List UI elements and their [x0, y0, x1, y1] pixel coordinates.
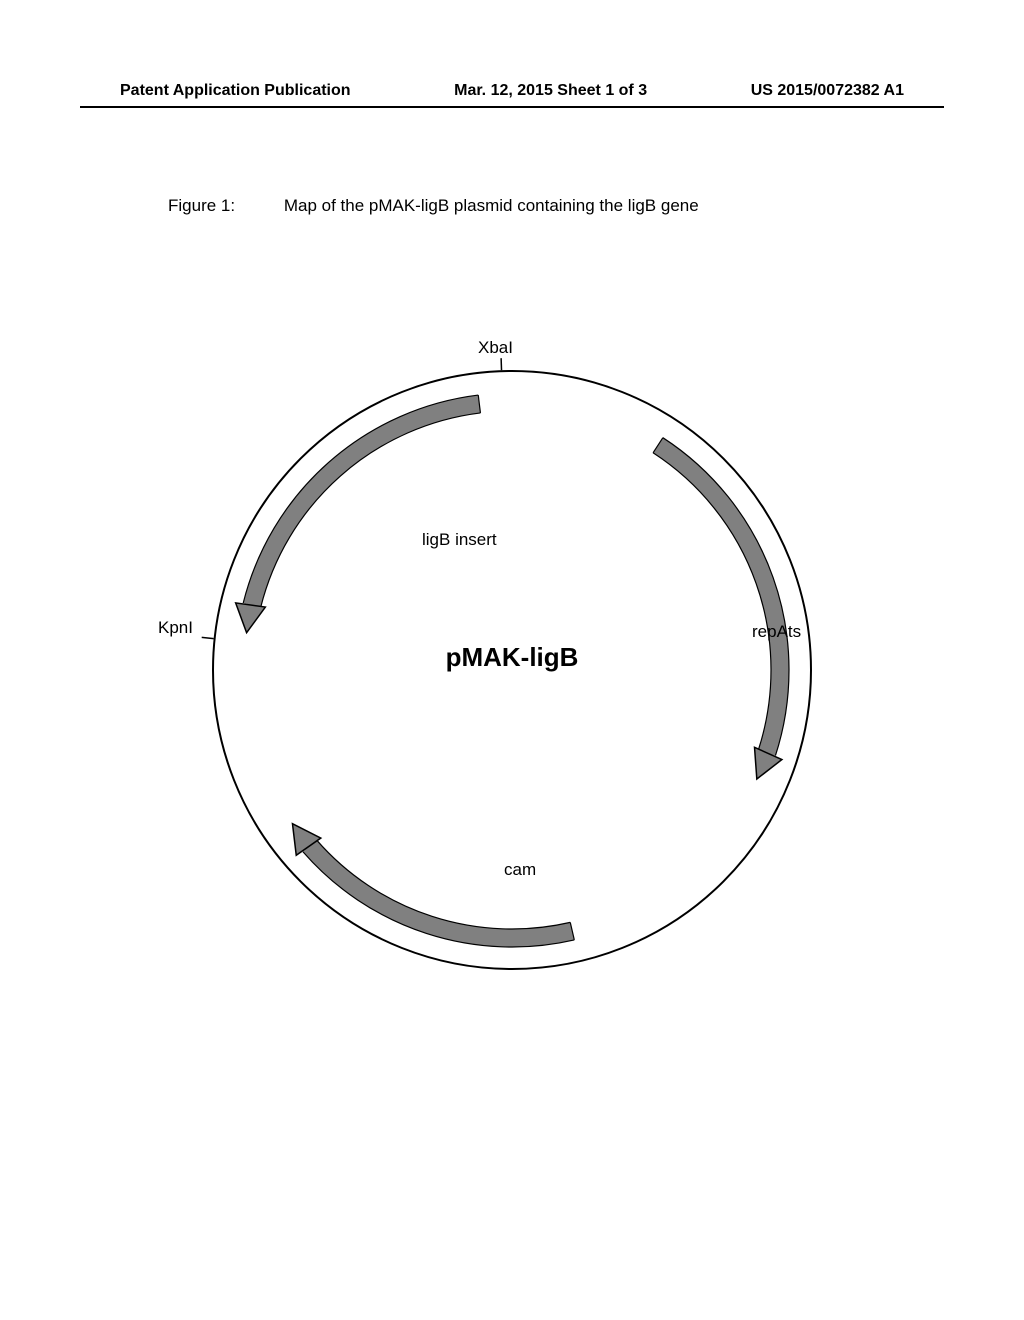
plasmid-name: pMAK-ligB: [162, 642, 862, 673]
site-label: XbaI: [478, 338, 513, 358]
header-right: US 2015/0072382 A1: [751, 82, 904, 100]
site-label: KpnI: [158, 618, 193, 638]
figure-caption-text: Map of the pMAK-ligB plasmid containing …: [284, 196, 699, 215]
plasmid-diagram: pMAK-ligB ligB insertrepAtscamXbaIKpnI: [162, 320, 862, 1020]
figure-number: Figure 1:: [168, 196, 235, 215]
feature-label: cam: [504, 860, 536, 880]
header-center: Mar. 12, 2015 Sheet 1 of 3: [454, 82, 647, 100]
page-header: Patent Application Publication Mar. 12, …: [0, 82, 1024, 100]
feature-label: ligB insert: [422, 530, 497, 550]
header-rule: [80, 106, 944, 108]
header-left: Patent Application Publication: [120, 82, 351, 100]
feature-label: repAts: [752, 622, 801, 642]
figure-caption: Figure 1: Map of the pMAK-ligB plasmid c…: [168, 196, 699, 216]
